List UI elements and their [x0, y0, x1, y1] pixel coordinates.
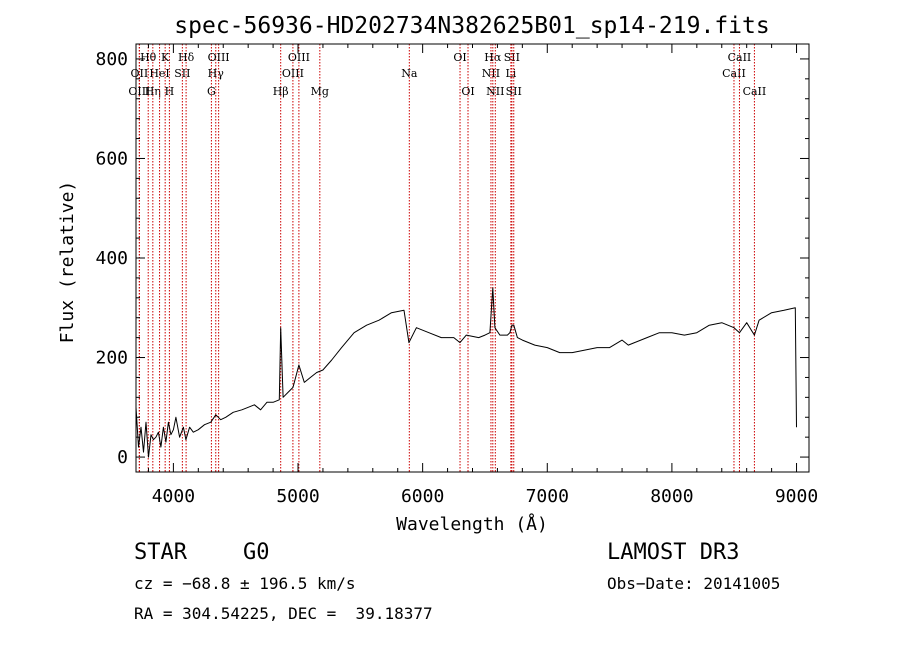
y-tick-label: 400: [95, 248, 128, 269]
spectral-line-label: SII: [174, 67, 190, 80]
spectral-line-label: Hβ: [273, 85, 289, 98]
spectral-line-label: NII: [482, 67, 500, 80]
spectral-line-label: K: [161, 51, 170, 64]
spectral-line-markers: HθOIIOIIIHηHeIKHSIIHδGHγOIIIHβOIIIOIIIMg…: [128, 44, 766, 472]
object-class: STAR: [134, 540, 187, 565]
spectral-line-label: OIII: [282, 67, 304, 80]
spectral-line-label: G: [207, 85, 216, 98]
plot-frame: [135, 43, 810, 473]
y-tick-label: 0: [117, 447, 128, 468]
spectral-line-label: OIII: [128, 85, 150, 98]
x-tick-label: 8000: [650, 486, 693, 507]
spectral-line-label: OIII: [288, 51, 310, 64]
survey-name: LAMOST DR3: [607, 540, 740, 565]
spectral-line-label: Hδ: [178, 51, 195, 64]
x-tick-label: 4000: [152, 486, 195, 507]
spectral-line-label: Hγ: [208, 67, 225, 80]
spectrum-line: [135, 287, 797, 458]
spectral-line-label: Hη: [145, 85, 161, 98]
spectral-line-label: Hθ: [140, 51, 157, 64]
spectral-line-label: HeI: [149, 67, 169, 80]
spectral-line-label: NII: [486, 85, 504, 98]
redshift-cz: cz = −68.8 ± 196.5 km/s: [134, 574, 356, 593]
axes: 4000 5000 6000 7000 8000 9000 0 200 400 600 800: [95, 44, 818, 507]
spectral-line-label: CaII: [728, 51, 752, 64]
x-tick-label: 7000: [526, 486, 569, 507]
observation-date: Obs−Date: 20141005: [607, 574, 781, 593]
x-axis-label: Wavelength (Å): [396, 513, 548, 535]
spectral-line-label: SII: [506, 85, 522, 98]
x-tick-label: 6000: [401, 486, 444, 507]
y-axis-label: Flux (relative): [57, 181, 78, 344]
spectral-line-label: H: [165, 85, 175, 98]
spectral-line-label: Na: [401, 67, 418, 80]
y-tick-label: 200: [95, 348, 128, 369]
chart-title: spec-56936-HD202734N382625B01_sp14-219.f…: [174, 13, 769, 39]
plot-data: [135, 287, 797, 458]
spectral-line-label: CaII: [722, 67, 746, 80]
y-tick-label: 800: [95, 49, 128, 70]
spectral-line-label: SII: [504, 51, 520, 64]
spectral-line-label: OIII: [208, 51, 230, 64]
spectral-line-label: CaII: [743, 85, 767, 98]
spectral-line-label: OII: [131, 67, 149, 80]
y-tick-label: 600: [95, 148, 128, 169]
spectral-line-label: OI: [453, 51, 466, 64]
x-tick-label: 5000: [276, 486, 319, 507]
coordinates: RA = 304.54225, DEC = 39.18377: [134, 604, 433, 623]
spectral-line-label: Li: [505, 67, 516, 80]
spectral-line-label: Mg: [311, 85, 329, 98]
object-subclass: G0: [243, 540, 270, 565]
x-tick-label: 9000: [775, 486, 818, 507]
spectral-line-label: Hα: [484, 51, 502, 64]
spectral-line-label: OI: [461, 85, 474, 98]
